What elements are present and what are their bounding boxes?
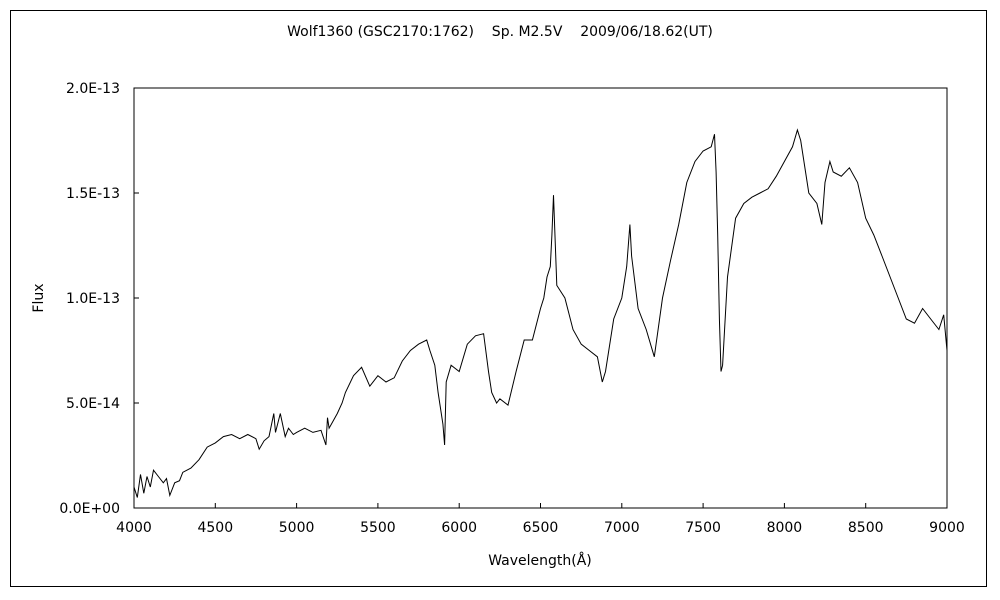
chart-title: Wolf1360 (GSC2170:1762) Sp. M2.5V 2009/0… (287, 24, 713, 40)
y-tick-label: 1.5E-13 (66, 186, 120, 202)
y-tick-label: 2.0E-13 (66, 81, 120, 97)
x-axis-ticks: 4000 4500 5000 5500 6000 6500 7000 7500 8000 8500… (116, 503, 965, 536)
x-tick-label: 6000 (441, 520, 477, 536)
x-tick-label: 7500 (685, 520, 721, 536)
plot-area-border (133, 87, 948, 509)
x-tick-label: 4500 (197, 520, 233, 536)
x-axis-label: Wavelength(Å) (488, 552, 592, 569)
y-tick-label: 1.0E-13 (66, 291, 120, 307)
x-tick-label: 5500 (360, 520, 396, 536)
y-axis-ticks: 0.0E+00 5.0E-14 1.0E-13 1.5E-13 2.0E-13 (59, 81, 139, 517)
chart-frame (10, 10, 987, 587)
x-tick-label: 8500 (848, 520, 884, 536)
x-tick-label: 7000 (604, 520, 640, 536)
x-tick-label: 8000 (767, 520, 803, 536)
x-tick-label: 5000 (279, 520, 315, 536)
x-tick-label: 6500 (523, 520, 559, 536)
y-axis-label: Flux (31, 283, 47, 312)
spectrum-series-line (133, 128, 948, 498)
y-tick-label: 5.0E-14 (66, 396, 120, 412)
y-tick-label: 0.0E+00 (59, 501, 120, 517)
x-tick-label: 9000 (929, 520, 965, 536)
x-tick-label: 4000 (116, 520, 152, 536)
